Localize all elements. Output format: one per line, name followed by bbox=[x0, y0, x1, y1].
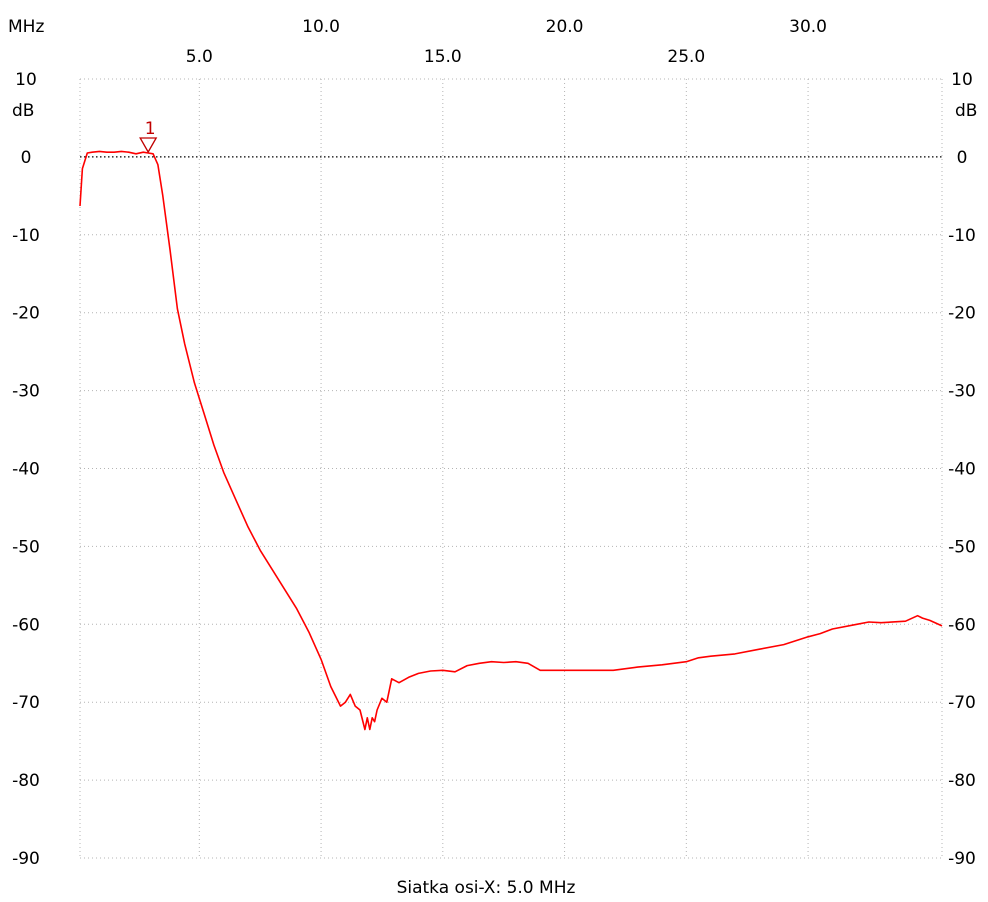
y-tick-label-right: -70 bbox=[948, 693, 976, 713]
marker-triangle bbox=[139, 137, 158, 154]
y-tick-label-right: -50 bbox=[948, 537, 976, 557]
y-tick-label-right: -30 bbox=[948, 382, 976, 402]
y-tick-label-left: -50 bbox=[12, 537, 40, 557]
y-tick-label-left: -20 bbox=[12, 304, 40, 324]
x-tick-label-bottom: 15.0 bbox=[424, 47, 462, 67]
x-tick-labels: 10.0 20.0 30.0 5.0 15.0 25.0 bbox=[186, 17, 827, 67]
y-tick-label-left: -40 bbox=[12, 460, 40, 480]
y-tick-label-left: 0 bbox=[21, 148, 32, 168]
y-tick-label-left: 10 bbox=[15, 70, 37, 90]
y-unit-label-left: dB bbox=[12, 101, 34, 121]
y-tick-label-right: -80 bbox=[948, 771, 976, 791]
y-tick-label-left: -90 bbox=[12, 849, 40, 869]
y-tick-label-left: -80 bbox=[12, 771, 40, 791]
x-tick-label-top: 30.0 bbox=[789, 17, 827, 37]
y-unit-label-right: dB bbox=[955, 101, 977, 121]
y-tick-label-left: -10 bbox=[12, 226, 40, 246]
y-tick-label-left: -60 bbox=[12, 615, 40, 635]
y-tick-label-right: -10 bbox=[948, 226, 976, 246]
y-tick-label-left: -30 bbox=[12, 382, 40, 402]
grid bbox=[79, 78, 943, 859]
x-axis-grid-label: Siatka osi-X: 5.0 MHz bbox=[397, 878, 576, 898]
y-tick-label-left: -70 bbox=[12, 693, 40, 713]
series-traces bbox=[79, 150, 943, 731]
x-tick-label-top: 20.0 bbox=[546, 17, 584, 37]
x-tick-label-bottom: 25.0 bbox=[667, 47, 705, 67]
y-tick-label-right: -90 bbox=[948, 849, 976, 869]
x-tick-label-top: 10.0 bbox=[302, 17, 340, 37]
y-tick-labels: 10 10 0 0 -10 -10 -20 -20 -30 -30 -40 -40 -50 -50 -60 -… bbox=[12, 70, 976, 869]
y-tick-label-right: -40 bbox=[948, 460, 976, 480]
y-tick-label-right: -20 bbox=[948, 304, 976, 324]
y-tick-label-right: -60 bbox=[948, 615, 976, 635]
marker: 1 bbox=[139, 119, 158, 154]
x-unit-label: MHz bbox=[8, 17, 44, 37]
x-tick-label-bottom: 5.0 bbox=[186, 47, 213, 67]
marker-label: 1 bbox=[145, 119, 156, 139]
y-tick-label-right: 0 bbox=[957, 148, 968, 168]
y-tick-label-right: 10 bbox=[951, 70, 973, 90]
series-line-0 bbox=[79, 150, 943, 731]
